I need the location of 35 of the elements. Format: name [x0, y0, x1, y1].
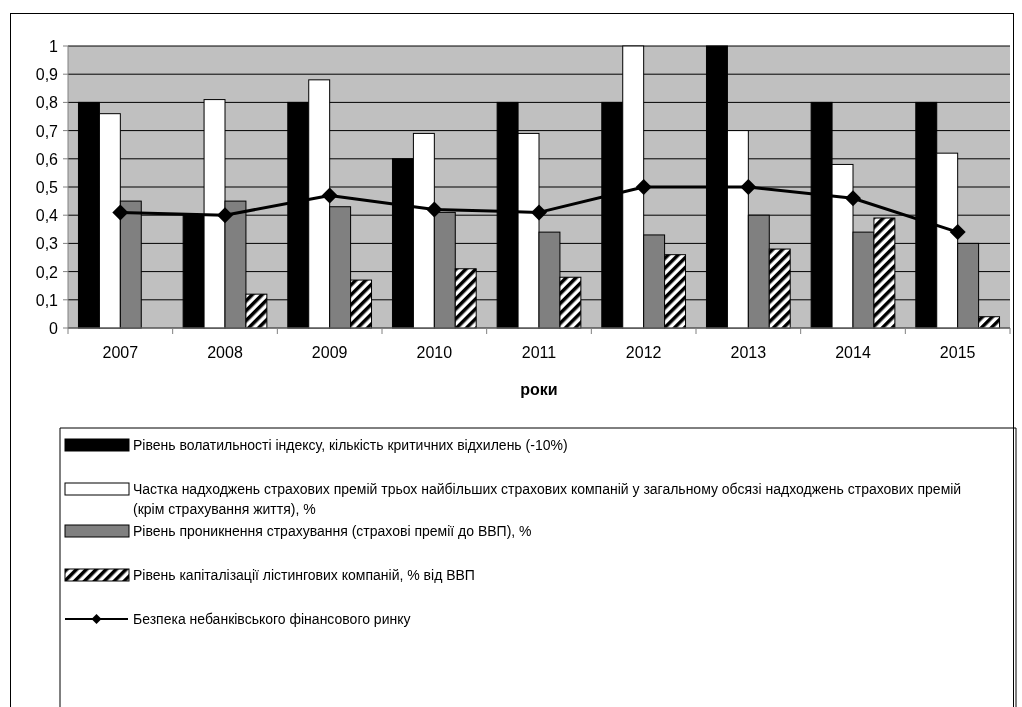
point: [740, 179, 757, 195]
y-tick-label: 0,3: [35, 235, 59, 253]
x-tick-label: 2010: [416, 344, 453, 361]
y-tick-label: 0,9: [35, 66, 59, 84]
y-tick-label: 0,8: [35, 94, 59, 112]
legend-label: Рівень проникнення страхування (страхові премії до ВВП), %: [133, 523, 532, 539]
x-tick-label: 2012: [625, 344, 662, 361]
point: [217, 207, 233, 224]
y-tick-label: 0,2: [35, 263, 59, 281]
y-tick-label: 0,7: [35, 122, 59, 140]
point: [949, 224, 966, 241]
y-tick-label: 0,6: [35, 150, 59, 168]
x-tick-label: 2013: [730, 344, 767, 361]
x-tick-label: 2015: [939, 344, 976, 361]
x-axis-title: роки: [520, 381, 558, 398]
y-tick-label: 0,4: [35, 207, 59, 225]
x-tick-label: 2009: [311, 344, 348, 361]
x-tick-label: 2014: [835, 344, 871, 361]
point: [845, 190, 861, 207]
x-tick-label: 2008: [207, 344, 243, 361]
y-tick-label: 0,5: [35, 179, 59, 196]
legend-label: Безпека небанківського фінансового ринку: [133, 611, 411, 627]
x-tick-label: 2007: [102, 344, 139, 361]
legend-label: Рівень капіталізації лістингових компаній, % від ВВП: [133, 567, 475, 583]
point: [531, 204, 547, 221]
x-tick-label: 2011: [521, 344, 557, 361]
y-tick-label: 0: [49, 320, 59, 337]
y-tick-label: 1: [49, 38, 59, 55]
point: [112, 204, 129, 221]
point: [426, 201, 443, 218]
legend-label: Рівень волатильності індексу, кількість критичних відхилень (-10%): [133, 437, 568, 453]
legend-label: Частка надходжень страхових премій трьох найбільших страхових компаній у загальному обсязі надходжень страхових премій (крім страхування життя), %: [133, 481, 962, 517]
y-tick-label: 0,1: [35, 291, 59, 309]
point: [635, 179, 652, 195]
point: [321, 187, 338, 204]
